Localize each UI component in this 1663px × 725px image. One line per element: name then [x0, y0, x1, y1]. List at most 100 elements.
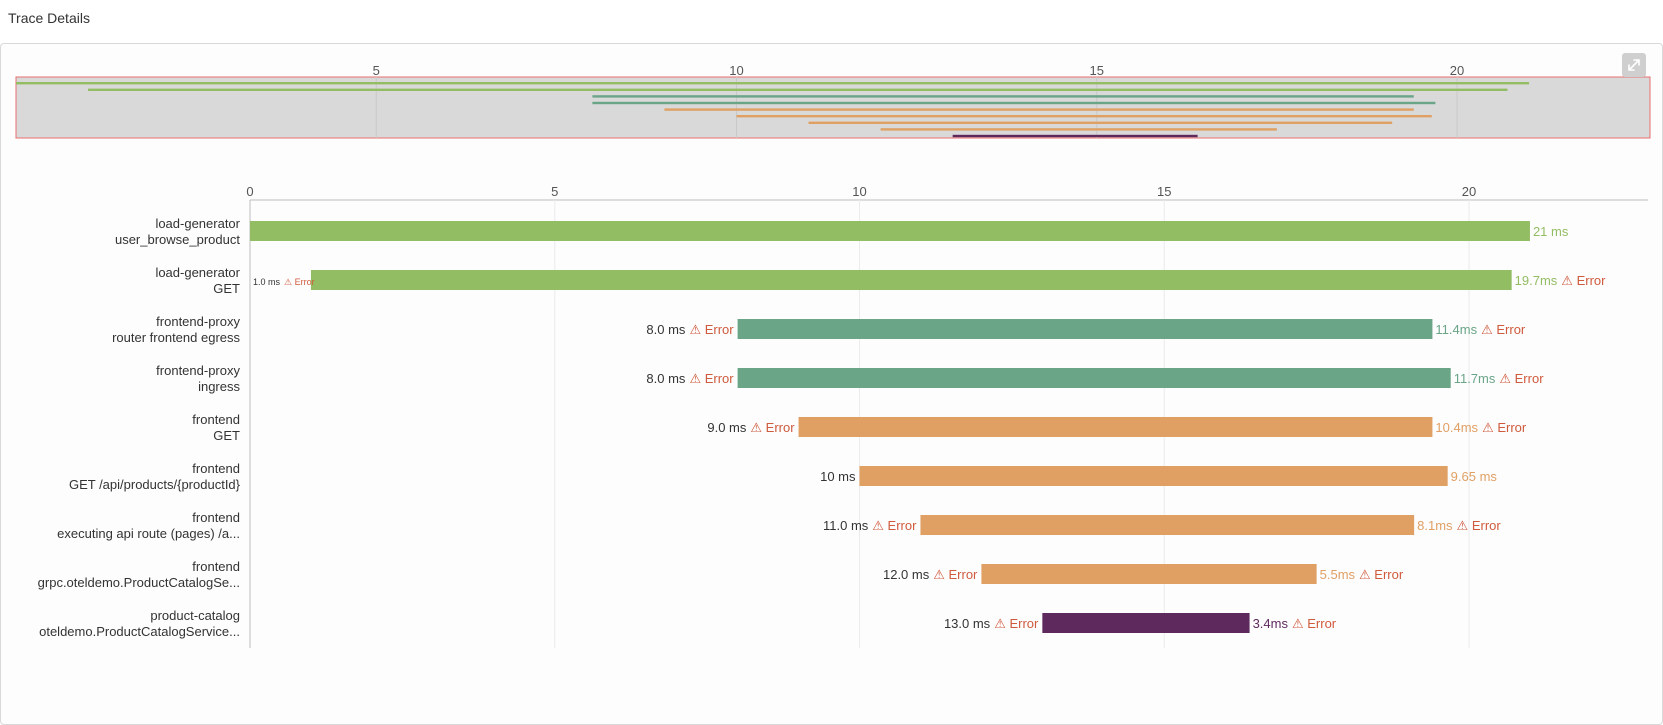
- span-start-label: 11.0 ms ⚠ Error: [823, 518, 917, 533]
- span-duration-value: 9.65 ms: [1451, 469, 1498, 484]
- span-start-error: ⚠ Error: [689, 371, 734, 386]
- span-operation-label: GET /api/products/{productId}: [69, 477, 241, 492]
- minimap-tick-label: 5: [373, 63, 380, 78]
- expand-button[interactable]: [1622, 53, 1646, 77]
- span-operation-label: GET: [213, 428, 240, 443]
- span-duration-error: ⚠ Error: [1482, 420, 1527, 435]
- span-start-label: 10 ms: [820, 469, 856, 484]
- minimap-span-bar: [808, 121, 1393, 124]
- span-start-label: 12.0 ms ⚠ Error: [883, 567, 978, 582]
- span-service-label: load-generator: [155, 265, 240, 280]
- trace-minimap[interactable]: 5 10 15 20: [15, 63, 1651, 139]
- span-duration-label: 5.5ms ⚠ Error: [1320, 567, 1404, 582]
- span-duration-label: 10.4ms ⚠ Error: [1435, 420, 1526, 435]
- minimap-span-bar: [592, 101, 1436, 105]
- span-duration-label: 11.7ms ⚠ Error: [1454, 371, 1544, 386]
- span-start-error: ⚠ Error: [994, 616, 1039, 631]
- span-operation-label: oteldemo.ProductCatalogService...: [39, 624, 240, 639]
- span-duration-value: 11.7ms: [1454, 371, 1496, 386]
- x-tick-label: 20: [1462, 184, 1476, 199]
- minimap-tick-label: 10: [729, 63, 743, 78]
- minimap-tick-label: 15: [1090, 63, 1104, 78]
- span-duration-error: ⚠ Error: [1481, 322, 1526, 337]
- span-start-label: 8.0 ms ⚠ Error: [646, 371, 734, 386]
- span-start-offset: 1.0 ms: [253, 277, 281, 287]
- span-service-label: frontend: [192, 412, 240, 427]
- span-duration-error: ⚠ Error: [1457, 518, 1502, 533]
- span-operation-label: executing api route (pages) /a...: [57, 526, 240, 541]
- span-duration-label: 19.7ms ⚠ Error: [1515, 273, 1606, 288]
- span-operation-label: grpc.oteldemo.ProductCatalogSe...: [38, 575, 240, 590]
- x-tick-label: 15: [1157, 184, 1171, 199]
- expand-icon: [1628, 59, 1640, 71]
- minimap-span-bar: [592, 95, 1414, 98]
- minimap-span-bar: [88, 88, 1508, 91]
- minimap-span-bar: [736, 115, 1432, 118]
- span-bar[interactable]: [310, 270, 1512, 290]
- span-duration-label: 8.1ms ⚠ Error: [1417, 518, 1501, 533]
- span-service-label: load-generator: [155, 216, 240, 231]
- span-bar[interactable]: [250, 221, 1530, 241]
- span-bar[interactable]: [798, 417, 1433, 437]
- span-duration-error: ⚠ Error: [1561, 273, 1606, 288]
- span-duration-value: 3.4ms: [1253, 616, 1289, 631]
- x-tick-label: 5: [551, 184, 558, 199]
- minimap-tick-label: 20: [1450, 63, 1464, 78]
- span-bar[interactable]: [859, 466, 1448, 486]
- trace-timeline-chart: 5 10 15 20 0 5 10 15 20 load-generatoruser_browse…: [15, 63, 1651, 648]
- span-start-label: 9.0 ms ⚠ Error: [707, 420, 795, 435]
- span-operation-label: GET: [213, 281, 240, 296]
- span-bar[interactable]: [981, 564, 1317, 584]
- span-bar[interactable]: [737, 319, 1433, 339]
- span-duration-error: ⚠ Error: [1359, 567, 1404, 582]
- span-start-error: ⚠ Error: [689, 322, 734, 337]
- minimap-span-bar: [664, 108, 1414, 111]
- minimap-span-bar: [880, 128, 1277, 131]
- span-duration-label: 9.65 ms: [1451, 469, 1498, 484]
- span-duration-label: 11.4ms ⚠ Error: [1435, 322, 1525, 337]
- span-bar[interactable]: [737, 368, 1451, 388]
- span-start-error: ⚠ Error: [933, 567, 978, 582]
- span-service-label: frontend: [192, 510, 240, 525]
- span-duration-error: ⚠ Error: [1499, 371, 1544, 386]
- minimap-background: [15, 76, 1651, 139]
- span-start-error: ⚠ Error: [872, 518, 917, 533]
- span-start-label: 13.0 ms ⚠ Error: [944, 616, 1039, 631]
- span-start-offset: 10 ms: [820, 469, 856, 484]
- span-start-offset: 11.0 ms: [823, 518, 869, 533]
- span-service-label: frontend-proxy: [156, 314, 240, 329]
- minimap-span-bar: [952, 134, 1198, 138]
- span-row[interactable]: frontendgrpc.oteldemo.ProductCatalogSe..…: [38, 559, 1404, 590]
- span-bar[interactable]: [1042, 613, 1250, 633]
- span-duration-value: 19.7ms: [1515, 273, 1558, 288]
- span-service-label: product-catalog: [150, 608, 240, 623]
- span-start-offset: 13.0 ms: [944, 616, 991, 631]
- span-start-error: ⚠ Error: [284, 277, 315, 287]
- x-tick-label: 10: [852, 184, 866, 199]
- x-tick-label: 0: [246, 184, 253, 199]
- span-duration-value: 10.4ms: [1435, 420, 1478, 435]
- span-duration-label: 3.4ms ⚠ Error: [1253, 616, 1337, 631]
- span-duration-value: 5.5ms: [1320, 567, 1356, 582]
- span-start-offset: 12.0 ms: [883, 567, 930, 582]
- span-duration-label: 21 ms: [1533, 224, 1569, 239]
- minimap-span-bar: [16, 82, 1530, 85]
- span-bar[interactable]: [920, 515, 1415, 535]
- span-start-offset: 8.0 ms: [646, 322, 686, 337]
- span-service-label: frontend-proxy: [156, 363, 240, 378]
- page-title: Trace Details: [8, 10, 90, 26]
- span-duration-error: ⚠ Error: [1292, 616, 1337, 631]
- span-row[interactable]: product-catalogoteldemo.ProductCatalogSe…: [39, 608, 1337, 639]
- span-operation-label: router frontend egress: [112, 330, 240, 345]
- span-duration-value: 8.1ms: [1417, 518, 1453, 533]
- span-duration-value: 21 ms: [1533, 224, 1569, 239]
- span-service-label: frontend: [192, 559, 240, 574]
- span-duration-value: 11.4ms: [1435, 322, 1477, 337]
